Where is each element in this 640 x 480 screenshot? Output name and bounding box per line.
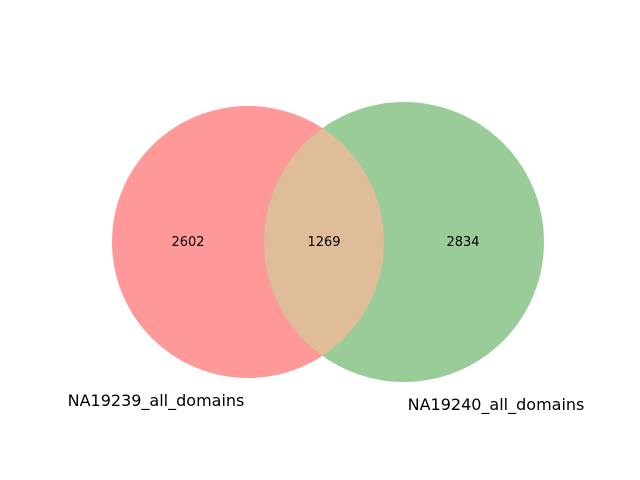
count-intersection: 1269 (307, 235, 340, 250)
set-label-na19240: NA19240_all_domains (408, 395, 585, 415)
count-left-only: 2602 (171, 235, 204, 250)
intersection-region (264, 106, 384, 378)
set-label-na19239: NA19239_all_domains (68, 391, 245, 411)
count-right-only: 2834 (446, 235, 479, 250)
